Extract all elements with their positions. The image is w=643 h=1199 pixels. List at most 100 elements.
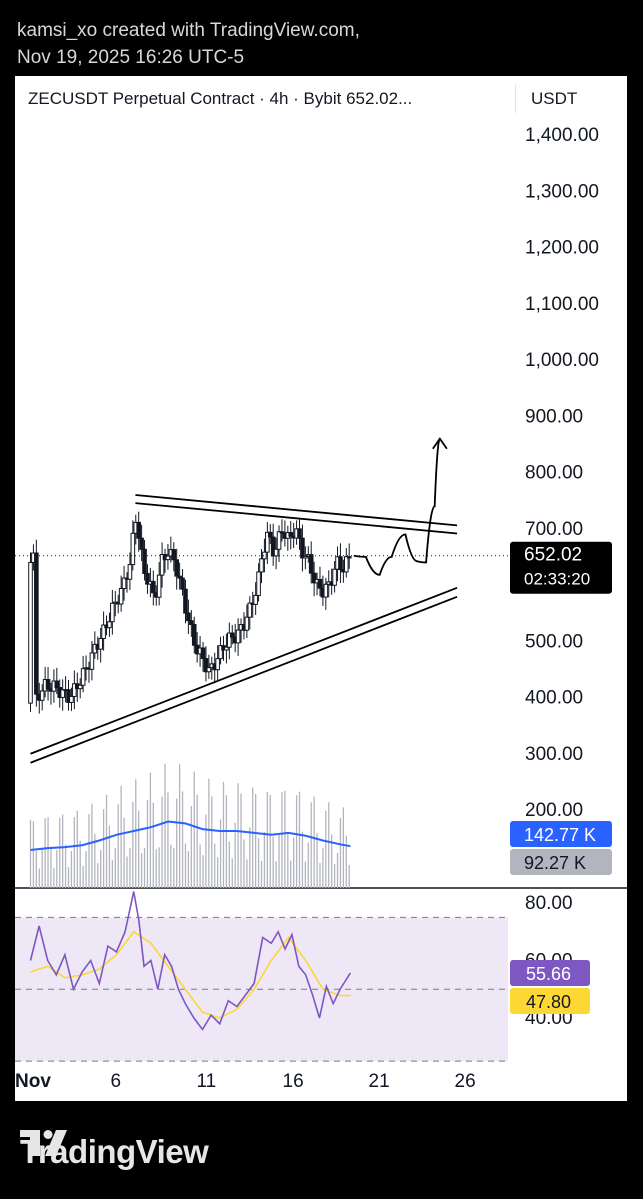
projection-path bbox=[353, 437, 441, 576]
candle-body bbox=[300, 537, 305, 559]
candle-body bbox=[273, 548, 279, 557]
caption-author-line: kamsi_xo created with TradingView.com, bbox=[17, 20, 360, 41]
candle-body bbox=[267, 531, 273, 538]
candle-body bbox=[270, 536, 276, 557]
chart-svg[interactable]: 1,400.00 1,300.00 1,200.00 1,100.00 1,000.00… bbox=[15, 76, 627, 1101]
x-axis-tick: 6 bbox=[111, 1071, 122, 1092]
price-axis-tick: 800.00 bbox=[525, 463, 583, 484]
candle-body bbox=[265, 531, 270, 553]
price-tag-bg bbox=[510, 541, 612, 594]
candle-body bbox=[28, 561, 33, 704]
chart-panel[interactable]: ZECUSDT Perpetual Contract · 4h · Bybit … bbox=[15, 76, 627, 1101]
candle-body bbox=[77, 684, 83, 690]
candle-body bbox=[45, 679, 51, 690]
tradingview-logo-icon bbox=[20, 1130, 67, 1156]
candle-body bbox=[343, 556, 349, 573]
candle-body bbox=[165, 555, 171, 561]
candle-body bbox=[110, 602, 115, 623]
volume-last-tag: 92.27 K bbox=[524, 853, 586, 873]
candle-body bbox=[98, 638, 103, 650]
candle-body bbox=[159, 553, 165, 576]
candle-body bbox=[206, 667, 212, 673]
price-axis-tick: 1,300.00 bbox=[525, 181, 599, 202]
candle-body bbox=[127, 564, 133, 580]
price-axis-tick: 700.00 bbox=[525, 519, 583, 540]
x-axis-tick: 11 bbox=[197, 1071, 217, 1092]
candle-body bbox=[338, 556, 343, 571]
price-axis-tick: 300.00 bbox=[525, 744, 583, 765]
candle-body bbox=[80, 668, 86, 686]
candle-body bbox=[288, 532, 294, 537]
rsi-ma-tag: 47.80 bbox=[526, 992, 571, 1012]
candle-body bbox=[262, 551, 267, 560]
candle-body bbox=[72, 683, 77, 697]
volume-ma-tag-bg bbox=[510, 821, 612, 847]
candle-body bbox=[323, 583, 329, 598]
candle-body bbox=[259, 558, 264, 573]
candle-body bbox=[227, 632, 232, 648]
rsi-ma-line bbox=[30, 930, 351, 1019]
chart-title: ZECUSDT Perpetual Contract · 4h · Bybit … bbox=[28, 89, 413, 108]
price-tag-countdown: 02:33:20 bbox=[524, 570, 590, 589]
candle-body bbox=[189, 620, 194, 625]
candle-body bbox=[130, 532, 136, 566]
price-axis-tick: 900.00 bbox=[525, 406, 583, 427]
projection-arrowhead-icon bbox=[432, 437, 448, 450]
price-axis-tick: 500.00 bbox=[525, 631, 583, 652]
candle-body bbox=[297, 528, 302, 539]
price-axis-tick: 1,100.00 bbox=[525, 294, 599, 315]
candle-body bbox=[247, 602, 253, 618]
candle-body bbox=[139, 537, 144, 550]
rsi-value-tag: 55.66 bbox=[526, 964, 571, 984]
candle-body bbox=[276, 531, 282, 550]
rsi-ma-tag-bg bbox=[510, 987, 590, 1014]
candle-body bbox=[101, 624, 106, 640]
candle-body bbox=[60, 689, 65, 698]
candle-body bbox=[151, 580, 156, 594]
rsi-line bbox=[29, 891, 352, 1031]
candle-body bbox=[203, 658, 209, 673]
candle-body bbox=[191, 623, 197, 646]
rsi-value-tag-bg bbox=[510, 959, 590, 986]
candle-body bbox=[224, 646, 229, 651]
candle-body bbox=[303, 555, 308, 559]
x-axis-tick: 26 bbox=[455, 1071, 476, 1092]
candle-body bbox=[235, 629, 241, 644]
candle-body bbox=[145, 572, 150, 585]
candle-body bbox=[34, 552, 39, 695]
price-axis-tick: 200.00 bbox=[525, 800, 583, 821]
lower-trendline bbox=[30, 595, 458, 764]
candle-body bbox=[200, 647, 206, 660]
candle-body bbox=[174, 559, 179, 577]
price-tag-value: 652.02 bbox=[524, 545, 582, 566]
candle-body bbox=[279, 531, 285, 534]
price-axis-tick: 1,200.00 bbox=[525, 238, 599, 259]
lower-trendline bbox=[30, 586, 458, 755]
brand-footer: TradingView bbox=[20, 1130, 209, 1174]
candle-body bbox=[156, 574, 162, 598]
upper-trendline bbox=[135, 502, 458, 535]
candle-body bbox=[171, 549, 177, 561]
candle-body bbox=[253, 594, 258, 605]
candle-body bbox=[317, 578, 323, 589]
currency-label[interactable]: USDT bbox=[515, 85, 610, 113]
candle-body bbox=[39, 690, 45, 701]
candle-body bbox=[346, 556, 352, 559]
candle-body bbox=[118, 588, 124, 605]
x-axis-tick: 21 bbox=[369, 1071, 390, 1092]
volume-ma-tag: 142.77 K bbox=[524, 825, 596, 845]
candle-body bbox=[218, 645, 223, 660]
volume-last-tag-bg bbox=[510, 849, 612, 875]
price-axis-tick: 1,400.00 bbox=[525, 125, 599, 146]
rsi-axis-tick: 80.00 bbox=[525, 893, 573, 914]
candle-body bbox=[89, 652, 95, 670]
price-axis-tick: 1,000.00 bbox=[525, 350, 599, 371]
volume-ma-line bbox=[30, 820, 351, 851]
candle-body bbox=[183, 588, 188, 614]
candle-body bbox=[229, 632, 235, 638]
candle-body bbox=[177, 575, 182, 579]
caption: kamsi_xo created with TradingView.com, N… bbox=[17, 17, 360, 71]
candle-body bbox=[244, 616, 250, 631]
candle-body bbox=[54, 680, 60, 689]
candle-body bbox=[180, 577, 185, 590]
